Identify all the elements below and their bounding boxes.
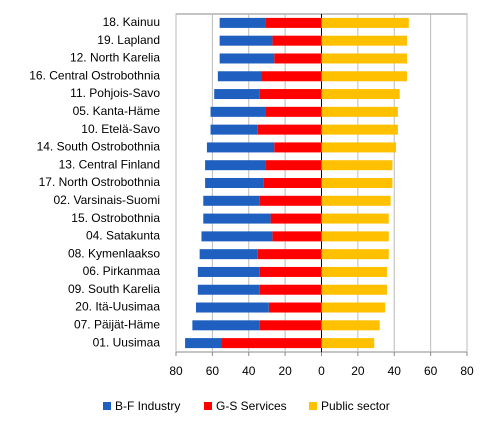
x-tick-label: 80 [169, 364, 183, 378]
bar-segment [197, 266, 260, 277]
bar-segment [257, 124, 322, 135]
bar-segment [259, 195, 322, 206]
bar-segment [265, 17, 322, 28]
x-tick-label: 60 [424, 364, 438, 378]
bar-segment [265, 160, 322, 171]
bar-segment [321, 142, 397, 153]
category-label: 09. South Karelia [68, 282, 160, 296]
x-tick-label: 40 [388, 364, 402, 378]
bar-segment [257, 249, 322, 260]
x-tick-label: 80 [460, 364, 474, 378]
legend-swatch [103, 402, 111, 410]
category-label: 05. Kanta-Häme [73, 104, 161, 118]
bar-segment [321, 213, 389, 224]
category-label: 12. North Karelia [70, 51, 160, 65]
category-label: 16. Central Ostrobothnia [29, 68, 160, 82]
bar-segment [210, 106, 266, 117]
bar-segment [321, 231, 389, 242]
bar-segment [219, 35, 273, 46]
bar-segment [321, 71, 407, 82]
x-tick-label: 60 [206, 364, 220, 378]
legend-label: G-S Services [216, 399, 287, 413]
bar-segment [197, 284, 260, 295]
bar-segment [203, 195, 260, 206]
category-label: 06. Pirkanmaa [83, 264, 161, 278]
bar-segment [205, 178, 264, 188]
bar-segment [321, 89, 400, 100]
bar-segment [321, 249, 389, 260]
bar-segment [261, 71, 322, 82]
category-label: 18. Kainuu [103, 15, 160, 29]
bar-segment [196, 302, 269, 313]
bar-segment [274, 53, 322, 64]
category-label: 19. Lapland [97, 33, 160, 47]
bar-segment [270, 213, 322, 224]
bar-segment [321, 302, 386, 313]
legend-swatch [309, 402, 317, 410]
bar-segment [185, 338, 222, 349]
category-label: 04. Satakunta [86, 229, 160, 243]
x-tick-label: 20 [351, 364, 365, 378]
bar-segment [206, 142, 275, 153]
legend-label: Public sector [321, 399, 390, 413]
bar-segment [205, 160, 266, 171]
category-label: 17. North Ostrobothnia [39, 175, 161, 189]
bar-segment [272, 35, 322, 46]
bar-segment [321, 284, 387, 295]
category-label: 07. Päijät-Häme [74, 317, 160, 331]
x-tick-label: 40 [242, 364, 256, 378]
bar-segment [321, 320, 380, 331]
x-tick-label: 20 [278, 364, 292, 378]
bar-segment [259, 284, 322, 295]
bar-segment [219, 53, 275, 64]
category-label: 14. South Ostrobothnia [37, 140, 161, 154]
bar-segment [321, 338, 375, 349]
bar-segment [321, 178, 393, 188]
category-label: 20. Itä-Uusimaa [75, 300, 160, 314]
bar-segment [192, 320, 260, 331]
bar-segment [321, 124, 398, 135]
bar-segment [259, 320, 322, 331]
bar-segment [219, 17, 266, 28]
legend-swatch [204, 402, 212, 410]
category-label: 15. Ostrobothnia [71, 211, 160, 225]
bar-segment [268, 302, 322, 313]
bar-segment [321, 266, 387, 277]
category-label: 11. Pohjois-Savo [70, 86, 160, 100]
bar-segment [321, 17, 409, 28]
bar-segment [210, 124, 258, 135]
category-label: 02. Varsinais-Suomi [54, 193, 161, 207]
bar-segment [214, 89, 260, 100]
x-tick-label: 0 [318, 364, 325, 378]
bar-segment [199, 249, 258, 260]
bar-segment [321, 35, 407, 46]
category-label: 01. Uusimaa [93, 335, 161, 349]
bar-segment [217, 71, 262, 82]
bar-segment [265, 106, 322, 117]
bar-segment [203, 213, 271, 224]
bar-segment [321, 160, 393, 171]
bar-segment [201, 231, 273, 242]
bar-segment [263, 178, 322, 188]
bar-segment [259, 89, 322, 100]
bar-segment [259, 266, 322, 277]
bar-segment [321, 195, 391, 206]
category-label: 08. Kymenlaakso [68, 246, 160, 260]
bar-segment [321, 53, 407, 64]
bar-segment [274, 142, 322, 153]
bar-segment [272, 231, 322, 242]
category-label: 10. Etelä-Savo [81, 122, 160, 136]
bar-segment [321, 106, 398, 117]
bar-segment [221, 338, 322, 349]
category-label: 13. Central Finland [59, 157, 160, 171]
legend-label: B-F Industry [115, 399, 180, 413]
